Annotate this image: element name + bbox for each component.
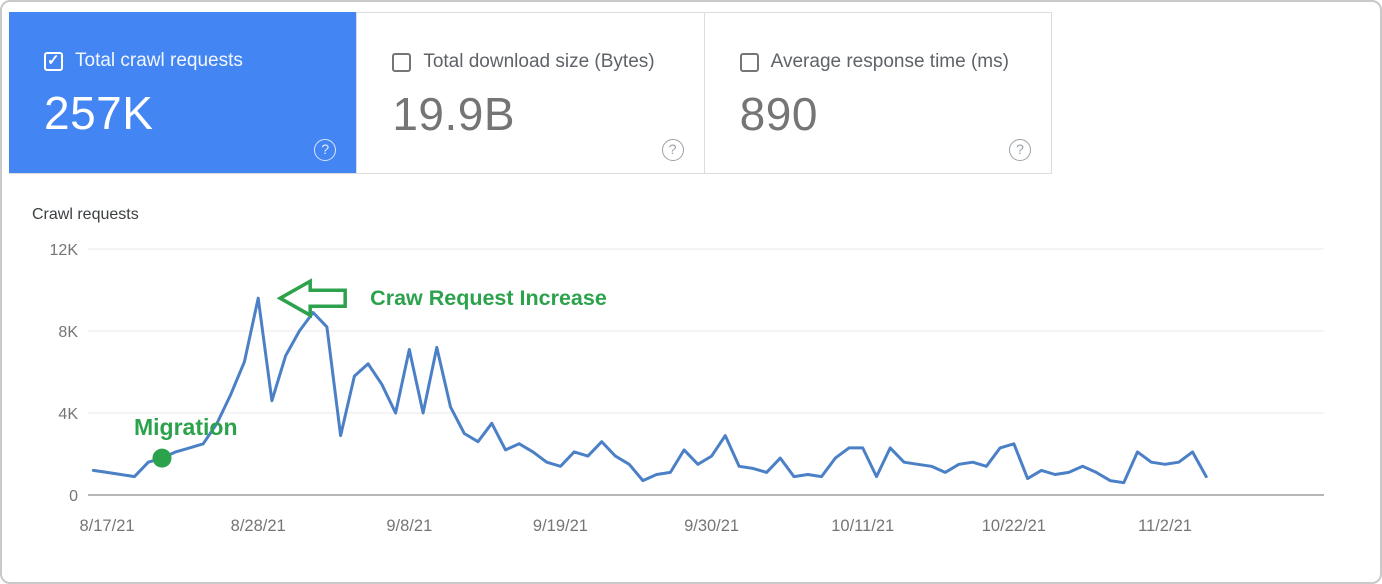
migration-annotation-label: Migration (134, 414, 238, 440)
x-tick-label: 9/8/21 (386, 517, 432, 535)
metric-card-total-crawl-requests[interactable]: Total crawl requests 257K ? (9, 12, 357, 173)
metric-value: 890 (739, 88, 818, 140)
metric-cards-row: Total crawl requests 257K ? Total downlo… (9, 12, 1052, 174)
crawl-increase-annotation-label: Craw Request Increase (370, 286, 607, 310)
x-tick-label: 9/19/21 (533, 517, 588, 535)
left-arrow-icon (276, 278, 347, 319)
x-tick-label: 10/11/21 (831, 517, 894, 535)
x-tick-label: 11/2/21 (1138, 517, 1192, 535)
checkbox-unchecked-icon[interactable] (739, 52, 759, 72)
help-icon[interactable]: ? (1008, 139, 1031, 161)
y-tick-label: 12K (50, 242, 79, 259)
y-tick-label: 0 (69, 488, 78, 505)
checkbox-unchecked-icon[interactable] (392, 52, 412, 72)
crawl-requests-chart[interactable]: 12K 8K 4K 08/17/21 8/28/21 9/8/21 9/19/21 9/30/… (2, 182, 1382, 577)
metric-label: Total crawl requests (75, 50, 243, 71)
x-tick-label: 9/30/21 (684, 517, 739, 535)
crawl-requests-line (91, 296, 1208, 485)
metric-value: 19.9B (392, 88, 516, 140)
migration-point-marker (152, 448, 172, 468)
metric-card-total-download-size[interactable]: Total download size (Bytes) 19.9B ? (356, 12, 704, 173)
x-tick-label: 8/17/21 (80, 517, 135, 535)
metric-value: 257K (44, 87, 154, 139)
x-tick-label: 8/28/21 (231, 517, 286, 535)
help-icon[interactable]: ? (314, 139, 337, 161)
help-icon[interactable]: ? (661, 139, 684, 161)
metric-label: Average response time (ms) (770, 51, 1009, 72)
checkbox-checked-icon[interactable] (44, 51, 63, 71)
y-tick-label: 8K (58, 324, 78, 341)
y-tick-label: 4K (58, 406, 78, 423)
metric-label: Total download size (Bytes) (423, 51, 655, 72)
chart-title: Crawl requests (32, 206, 139, 223)
x-tick-label: 10/22/21 (982, 517, 1046, 535)
metric-card-average-response-time[interactable]: Average response time (ms) 890 ? (703, 12, 1051, 173)
